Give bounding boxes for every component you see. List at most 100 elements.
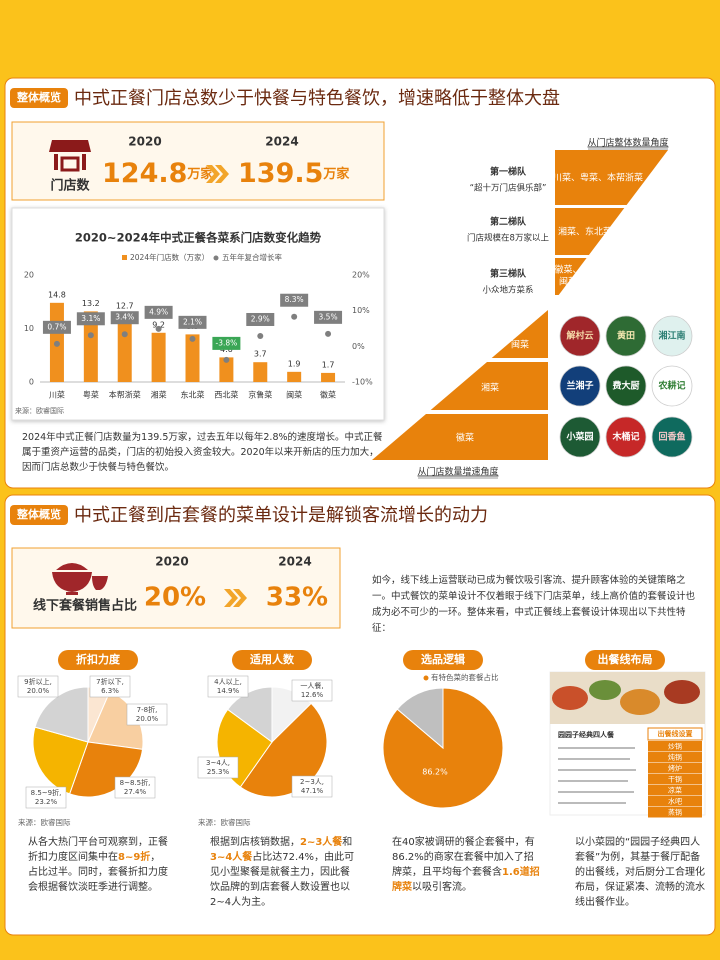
bar-label: 1.9 [288,359,301,368]
stat-value: 139.5万家 [238,158,350,189]
slice-label-bg [197,756,239,779]
logo [651,416,693,458]
logo-name: 小菜园 [565,431,593,443]
tier-cuisines: 湘菜、东北菜 [558,226,612,238]
stations-header [647,727,703,741]
highlight-text: 8~9折 [118,852,151,863]
bar [151,332,166,382]
slice-label-bg [126,703,168,726]
bar [83,311,98,382]
y2-tick-label: 20% [352,271,370,280]
point [291,313,298,320]
point-label-bg [144,305,173,319]
menu-title: 园园子经典四人餐 [558,730,615,739]
point [189,335,196,342]
station: 炖锅 [668,753,682,762]
growth-tier: 闽菜 [511,339,529,351]
slice-label: 86.2% [422,768,448,777]
x-tick-label: 本帮浙菜 [109,390,141,400]
source: 来源：欧睿国际 [198,817,251,827]
point-label: 4.9% [149,307,168,316]
legend-label: 2024年门店数（万家） [130,252,209,262]
stations-title: 出餐线设置 [658,729,693,738]
x-tick-label: 湘菜 [151,390,167,400]
value: 139.5 [238,158,323,189]
point [325,330,332,337]
slice-category: 9折以上, [24,677,52,686]
station-row [648,796,702,807]
growth-tier: 徽菜 [456,432,474,444]
slice-label-bg [89,675,131,698]
slice-label: 27.4% [124,788,147,796]
bowl-icon [52,563,108,595]
tier-name: 第三梯队 [490,268,527,280]
logo [605,315,647,357]
pyramid-caption: 从门店整体数量角度 [587,137,668,149]
bar-label: 9.2 [152,320,165,329]
pie-slice [34,686,89,743]
tier-desc: “超十万门店俱乐部” [470,183,547,194]
slice-label-bg [291,775,333,798]
point-label-bg [280,293,309,307]
stats-label: 线下套餐销售占比 [33,598,137,614]
point-label: 3.5% [319,312,338,321]
point-label: -3.8% [216,338,238,347]
highlight-text: 3~4人餐 [210,852,253,863]
text: ，占比过半。同时，套餐折扣力度会根据餐饮淡旺季进行调整。 [28,852,168,893]
slice-label: 6.3% [101,687,119,695]
tier-name: 第二梯队 [490,216,527,228]
x-tick-label: 闽菜 [286,390,302,400]
stat-value: 20% [144,583,206,613]
bar-label: 12.7 [116,302,134,311]
text: 占比达72.4%，由此可见小型聚餐是就餐主力，因此餐饮品牌的到店套餐人数设置也以… [210,852,355,908]
logo-name: 黄田 [617,330,635,342]
pyramid [372,150,668,460]
column-header: 选品逻辑 [421,652,465,666]
station-row [648,774,702,785]
arrow [206,165,229,183]
store-icon [49,140,91,172]
slice-label-bg [17,675,59,698]
tier-cuisines: 闽菜 [559,276,577,288]
legend-label: 五年年复合增长率 [222,252,282,262]
x-tick-label: 川菜 [49,390,65,400]
slice-category: 一人餐, [300,681,323,690]
text: 以吸引客流。 [412,882,472,893]
tag-badge [10,505,68,525]
slice-label: 20.0% [27,687,50,695]
slice-label: 47.1% [301,787,324,795]
station-row [648,752,702,763]
point-label-bg [314,310,343,324]
y2-tick-label: -10% [352,378,373,387]
point-label: 0.7% [47,322,66,331]
food-dishes [552,680,700,715]
bar [253,362,268,382]
slice-category: 7折以下, [96,677,124,686]
stat-value: 33% [266,583,328,613]
column-header: 适用人数 [250,652,295,666]
arrow [224,589,247,607]
unit: 万家 [186,166,214,182]
point-label-bg [110,311,139,325]
stats-label: 门店数 [50,178,90,194]
text: 以小菜园的“园园子经典四人套餐”为例，其基于餐厅配备的出餐线，对后厨分工合理化布… [575,837,705,908]
station: 水吧 [668,797,682,806]
logo-name: 木桶记 [611,431,639,443]
y-tick-label: 10 [24,324,34,333]
year: 2024 [278,555,311,569]
logo [651,315,693,357]
logo-name: 解村云 [566,330,593,342]
point-label: 3.4% [115,313,134,322]
unit: 万家 [322,166,350,182]
chart-title: 2020~2024年中式正餐各菜系门店数变化趋势 [75,231,322,245]
logo [559,315,601,357]
year: 2020 [128,135,161,149]
bar [117,314,132,382]
point [121,331,128,338]
point-label-bg [76,312,105,326]
panel-title: 中式正餐门店总数少于快餐与特色餐饮，增速略低于整体大盘 [74,88,560,109]
station: 蒸锅 [668,808,682,817]
highlight-text: 2~3人餐 [300,837,343,848]
